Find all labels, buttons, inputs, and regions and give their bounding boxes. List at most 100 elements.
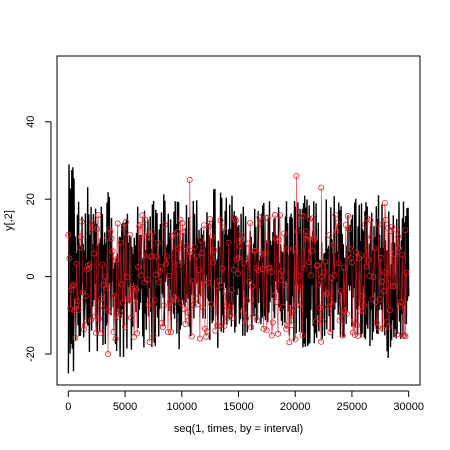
red-point <box>318 184 325 191</box>
red-point <box>105 350 112 357</box>
red-point <box>305 259 312 266</box>
red-point <box>253 265 260 272</box>
red-point <box>195 267 202 274</box>
red-point <box>210 259 217 266</box>
red-point <box>311 236 318 243</box>
red-point <box>221 322 228 329</box>
red-point <box>264 214 271 221</box>
red-point <box>170 301 177 308</box>
red-point <box>380 287 387 294</box>
red-point <box>234 270 241 277</box>
red-point <box>101 305 108 312</box>
red-point <box>112 335 119 342</box>
red-point <box>239 308 246 315</box>
red-point <box>260 325 267 332</box>
red-point <box>94 226 101 233</box>
red-point <box>332 211 339 218</box>
red-point <box>388 223 395 230</box>
red-point <box>295 272 302 279</box>
red-point <box>90 224 97 231</box>
red-point <box>363 263 370 270</box>
red-point <box>381 200 388 207</box>
y-tick-label: 40 <box>25 116 37 128</box>
red-point <box>314 262 321 269</box>
red-point <box>190 302 197 309</box>
red-point <box>77 233 84 240</box>
red-point <box>334 219 341 226</box>
red-point <box>180 229 187 236</box>
red-point <box>250 313 257 320</box>
red-point <box>99 261 106 268</box>
red-point <box>392 283 399 290</box>
red-point <box>326 232 333 239</box>
red-point <box>268 332 275 339</box>
red-point <box>297 284 304 291</box>
red-point <box>291 246 298 253</box>
red-point <box>130 297 137 304</box>
red-point <box>395 233 402 240</box>
red-point <box>402 333 409 340</box>
red-point <box>292 336 299 343</box>
red-point <box>117 239 124 246</box>
red-point <box>399 251 406 258</box>
red-point <box>330 241 337 248</box>
red-point <box>139 212 146 219</box>
red-point <box>335 260 342 267</box>
red-point <box>368 233 375 240</box>
red-point <box>82 293 89 300</box>
red-point <box>129 285 136 292</box>
red-point <box>124 295 131 302</box>
red-point <box>149 228 156 235</box>
red-point <box>142 216 149 223</box>
red-point <box>158 319 165 326</box>
red-point <box>114 220 121 227</box>
red-point <box>222 289 229 296</box>
red-point <box>249 283 256 290</box>
red-point <box>270 292 277 299</box>
red-point <box>192 295 199 302</box>
red-point <box>343 310 350 317</box>
red-point <box>373 319 380 326</box>
red-point <box>361 302 368 309</box>
red-point <box>293 172 300 179</box>
red-point <box>110 328 117 335</box>
red-point <box>206 223 213 230</box>
red-point <box>289 309 296 316</box>
red-point <box>213 283 220 290</box>
red-point <box>135 264 142 271</box>
red-point <box>351 331 358 338</box>
red-point <box>153 253 160 260</box>
red-point <box>347 254 354 261</box>
red-point <box>137 221 144 228</box>
red-point <box>151 297 158 304</box>
red-point <box>91 250 98 257</box>
red-point <box>259 266 266 273</box>
red-point <box>181 306 188 313</box>
red-point <box>179 220 186 227</box>
red-point <box>242 319 249 326</box>
red-point <box>96 315 103 322</box>
red-point <box>173 296 180 303</box>
red-point <box>118 281 125 288</box>
red-point <box>345 226 352 233</box>
red-point <box>217 217 224 224</box>
red-point <box>283 325 290 332</box>
red-point <box>401 332 408 339</box>
red-point <box>302 228 309 235</box>
x-tick-label: 0 <box>65 401 71 413</box>
red-point <box>123 273 130 280</box>
x-tick-label: 25000 <box>337 401 368 413</box>
red-point <box>322 258 329 265</box>
red-point <box>136 223 143 230</box>
red-point <box>144 276 151 283</box>
red-point <box>189 278 196 285</box>
red-point <box>384 224 391 231</box>
red-point <box>340 264 347 271</box>
red-point <box>85 265 92 272</box>
red-point <box>403 269 410 276</box>
red-point <box>146 338 153 345</box>
red-point <box>70 281 77 288</box>
red-point <box>364 215 371 222</box>
red-point <box>263 327 270 334</box>
red-point <box>371 245 378 252</box>
